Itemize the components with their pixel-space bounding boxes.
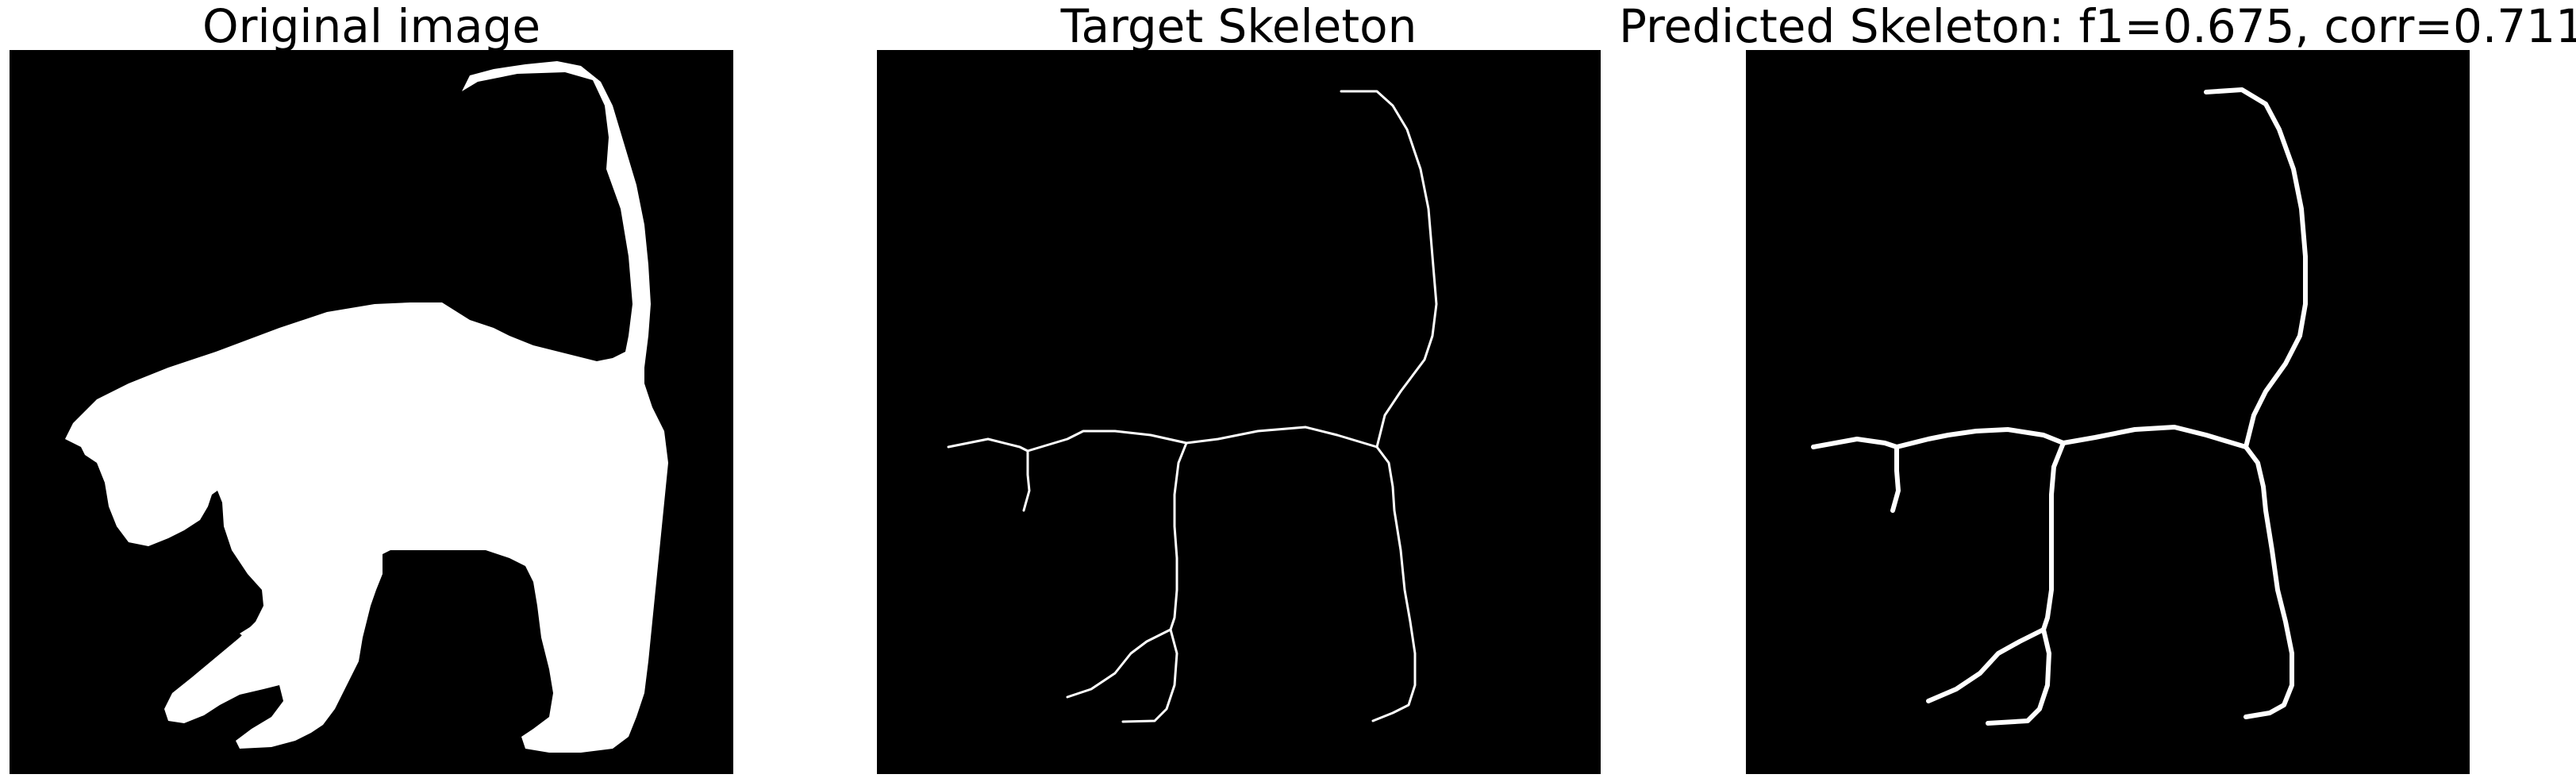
target-head-branch [1022,449,1031,512]
target-front-foot-branch [1121,628,1178,723]
target-skeleton-panel [877,50,1601,774]
target-front-paw-branch [1066,628,1172,699]
target-front-leg-branch [1169,441,1188,631]
target-hind-leg-branch [1371,445,1417,722]
predicted-skeleton-panel [1746,50,2470,774]
predicted-tail-branch [2204,87,2308,449]
target-skeleton-title: Target Skeleton [1060,0,1417,53]
predicted-head-branch [1890,445,1901,513]
predicted-front-leg-branch [2041,441,2066,632]
cat-silhouette-image [65,61,668,753]
predicted-skeleton-title: Predicted Skeleton: f1=0.675, corr=0.711 [1619,0,2576,53]
predicted-hind-leg-branch [2243,445,2294,719]
original-image-panel [10,50,733,774]
predicted-back-branch [1811,425,2248,449]
cat-front-paw-shape [240,614,287,653]
original-image-title: Original image [202,0,541,53]
target-tail-branch [1340,90,1438,449]
target-back-branch [947,426,1378,453]
cat-body-shape [65,61,668,753]
predicted-front-foot-branch [1986,627,2051,726]
predicted-front-paw-branch [1926,627,2046,703]
predicted-skeleton-image [1811,87,2308,726]
target-skeleton-image [947,90,1438,723]
